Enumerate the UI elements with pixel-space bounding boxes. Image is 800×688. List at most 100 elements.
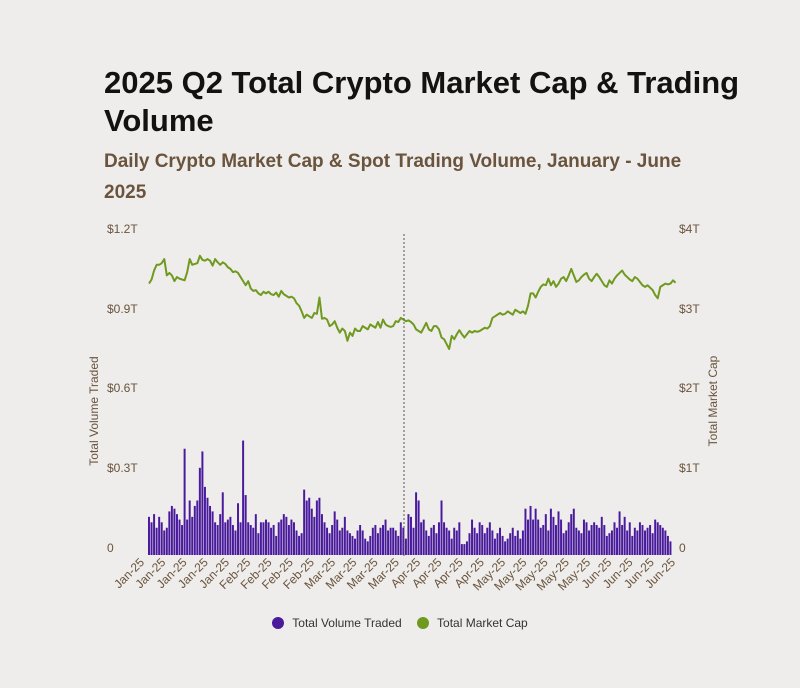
volume-bar <box>247 522 250 555</box>
volume-bar <box>308 497 311 555</box>
volume-bar <box>516 530 519 555</box>
volume-bar <box>585 522 588 555</box>
volume-bar <box>173 508 176 555</box>
volume-bar <box>534 508 537 555</box>
volume-bar <box>636 530 639 555</box>
volume-bar <box>499 527 502 555</box>
volume-bar <box>476 533 479 555</box>
volume-bar <box>249 525 252 555</box>
volume-bar <box>590 525 593 555</box>
volume-bar <box>364 538 367 555</box>
volume-bar <box>295 530 298 555</box>
volume-bar <box>598 527 601 555</box>
y-right-tick: $2T <box>679 381 700 395</box>
volume-bar <box>282 514 285 556</box>
legend-label-volume: Total Volume Traded <box>292 616 402 630</box>
volume-bar <box>478 522 481 555</box>
legend-item-volume[interactable]: Total Volume Traded <box>272 616 402 630</box>
volume-bar <box>290 519 293 555</box>
volume-bar <box>539 527 542 555</box>
volume-bar <box>560 519 563 555</box>
volume-bar <box>427 535 430 555</box>
y-left-tick: $0.3T <box>107 461 138 475</box>
volume-bar <box>206 497 209 555</box>
volume-bar <box>254 514 257 556</box>
volume-bar <box>501 535 504 555</box>
volume-bar <box>453 527 456 555</box>
volume-bar <box>616 527 619 555</box>
volume-bar <box>412 527 415 555</box>
volume-bar <box>267 522 270 555</box>
volume-bar <box>659 525 662 555</box>
volume-bar <box>379 527 382 555</box>
volume-bar <box>219 514 222 556</box>
volume-bar <box>537 519 540 555</box>
volume-bar <box>318 497 321 555</box>
volume-bar <box>229 516 232 555</box>
volume-bar <box>354 538 357 555</box>
volume-bar <box>193 505 196 555</box>
volume-bar <box>201 451 204 555</box>
volume-bar <box>646 527 649 555</box>
volume-bar <box>626 530 629 555</box>
volume-bar <box>633 527 636 555</box>
volume-bar <box>226 519 229 555</box>
volume-bar <box>361 530 364 555</box>
volume-bar <box>644 530 646 555</box>
volume-bar <box>595 525 598 555</box>
volume-bar <box>577 530 580 555</box>
volume-bar <box>628 522 631 555</box>
volume-bar <box>588 530 591 555</box>
volume-bar <box>384 519 387 555</box>
volume-bar <box>486 527 489 555</box>
volume-bar <box>170 505 173 555</box>
volume-bar <box>567 522 570 555</box>
volume-bar <box>315 500 318 555</box>
volume-bar <box>252 527 255 555</box>
volume-bar <box>374 525 377 555</box>
volume-bar <box>631 535 634 555</box>
volume-bar <box>399 522 402 555</box>
volume-bar <box>542 525 545 555</box>
volume-bar <box>338 530 341 555</box>
volume-bar <box>450 538 453 555</box>
market-cap-line <box>148 254 677 350</box>
volume-bar <box>527 519 529 555</box>
volume-bar <box>557 511 560 555</box>
volume-bar <box>214 522 217 555</box>
volume-bar <box>272 525 275 555</box>
volume-bar <box>448 530 451 555</box>
volume-bar <box>506 538 509 555</box>
volume-bar <box>382 525 384 555</box>
volume-bar <box>610 530 613 555</box>
volume-bar <box>259 522 262 555</box>
volume-bar <box>333 511 336 555</box>
volume-bar <box>654 519 657 555</box>
volume-bar <box>488 522 491 555</box>
volume-bar <box>188 500 191 555</box>
volume-bar <box>341 527 344 555</box>
volume-bar <box>460 544 463 555</box>
volume-bar <box>313 516 316 555</box>
volume-bar <box>376 533 379 555</box>
volume-bar <box>554 525 557 555</box>
volume-bar <box>165 527 168 555</box>
volume-bar <box>280 519 283 555</box>
chart-subtitle: Daily Crypto Market Cap & Spot Trading V… <box>104 151 682 203</box>
legend-item-market-cap[interactable]: Total Market Cap <box>417 616 528 630</box>
y-left-tick: 0 <box>107 541 114 555</box>
volume-bar <box>178 519 181 555</box>
volume-bar <box>524 508 527 555</box>
volume-bar <box>287 525 290 555</box>
volume-bar <box>348 533 351 555</box>
volume-bar <box>343 516 346 555</box>
volume-bar <box>346 530 349 555</box>
volume-bar <box>638 522 641 555</box>
y-right-tick: $4T <box>679 222 700 236</box>
volume-bar <box>203 486 206 556</box>
volume-bar <box>511 527 514 555</box>
volume-bar <box>234 530 237 555</box>
volume-bar <box>509 533 512 555</box>
volume-bar <box>430 527 433 555</box>
volume-bar <box>303 489 306 555</box>
